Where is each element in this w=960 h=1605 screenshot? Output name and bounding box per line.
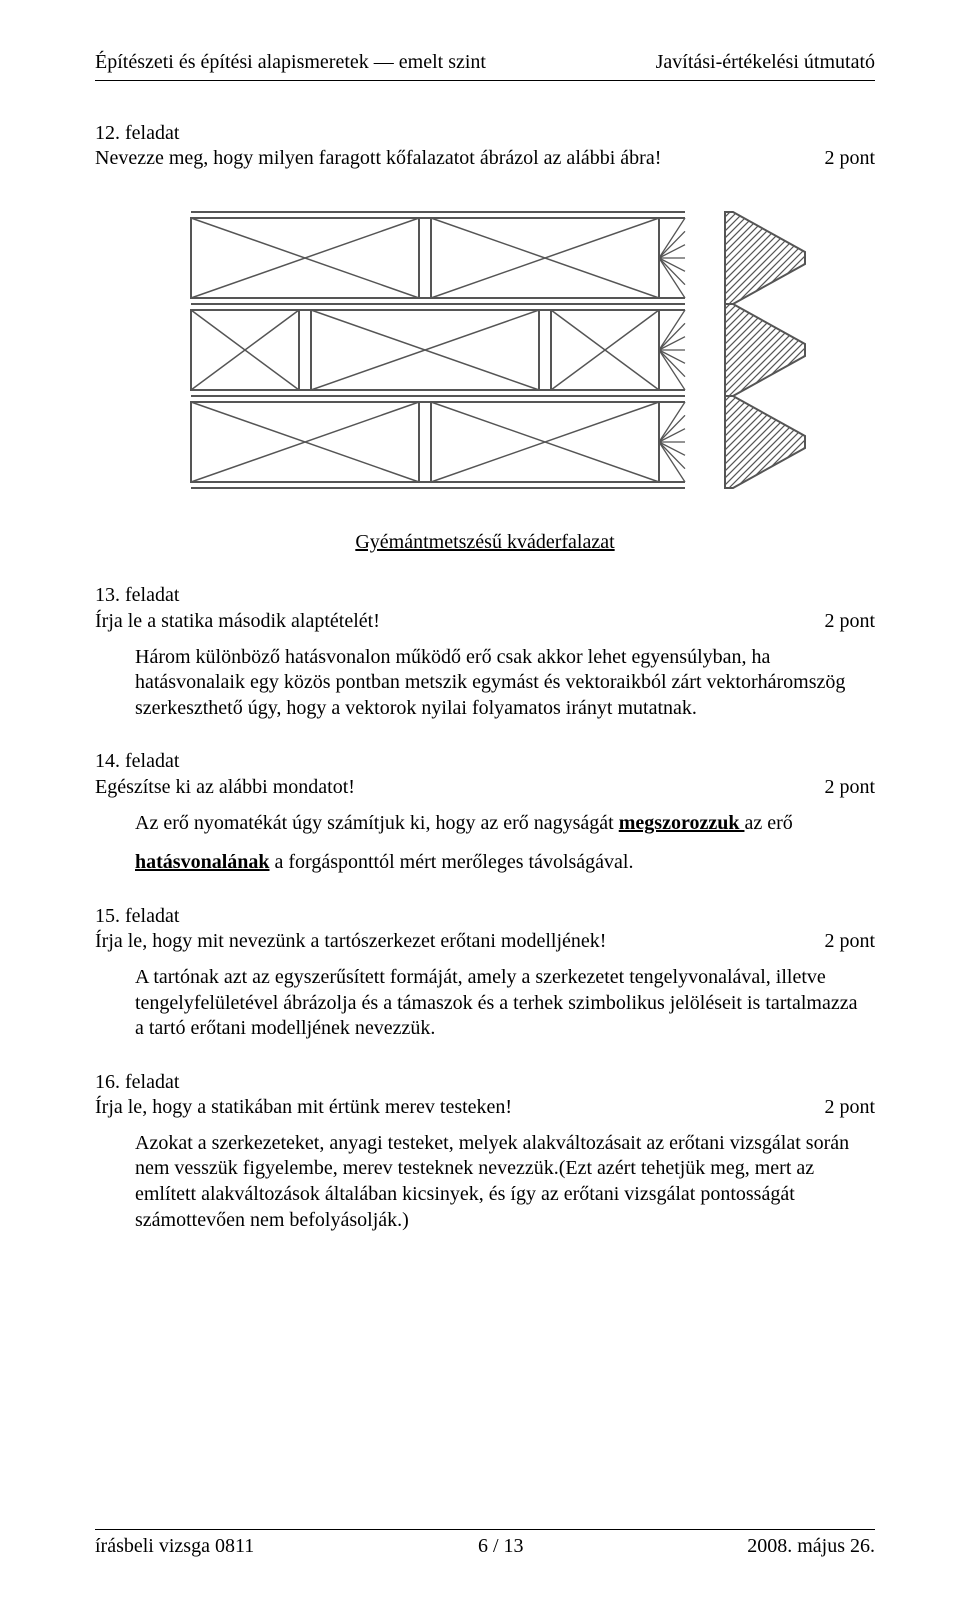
task-14-label: 14. feladat [95,749,875,775]
task-13-answer: Három különböző hatásvonalon működő erő … [95,645,875,722]
task-14-answer-bold2: hatásvonalának [135,851,270,873]
task-12-question: Nevezze meg, hogy milyen faragott kőfala… [95,146,824,172]
task-15-points: 2 pont [824,929,875,955]
page: Építészeti és építési alapismeretek — em… [0,0,960,1605]
task-12-label: 12. feladat [95,121,875,147]
task-15-label: 15. feladat [95,904,875,930]
task-15-question: Írja le, hogy mit nevezünk a tartószerke… [95,929,824,955]
task-13-question: Írja le a statika második alaptételét! [95,609,824,635]
task-13-label: 13. feladat [95,583,875,609]
task-16-points: 2 pont [824,1095,875,1121]
footer-right: 2008. május 26. [747,1534,875,1560]
task-14-answer-mid: az erő [744,812,792,834]
header-right: Javítási-értékelési útmutató [656,50,875,76]
task-12-answer: Gyémántmetszésű kváderfalazat [95,530,875,556]
header-left: Építészeti és építési alapismeretek — em… [95,50,486,76]
page-header: Építészeti és építési alapismeretek — em… [95,50,875,81]
task-16-label: 16. feladat [95,1070,875,1096]
task-12-points: 2 pont [824,146,875,172]
task-14-answer-pre: Az erő nyomatékát úgy számítjuk ki, hogy… [135,812,619,834]
footer-left: írásbeli vizsga 0811 [95,1534,254,1560]
stone-wall-diagram [155,190,815,500]
task-16: 16. feladat Írja le, hogy a statikában m… [95,1070,875,1234]
task-14-points: 2 pont [824,775,875,801]
task-16-question: Írja le, hogy a statikában mit értünk me… [95,1095,824,1121]
task-13-points: 2 pont [824,609,875,635]
task-14-answer: Az erő nyomatékát úgy számítjuk ki, hogy… [95,811,875,876]
task-16-answer: Azokat a szerkezeteket, anyagi testeket,… [95,1131,875,1233]
task-12-answer-text: Gyémántmetszésű kváderfalazat [355,531,614,553]
task-14-answer-bold1: megszorozzuk [619,812,745,834]
task-12-diagram-wrap [95,190,875,500]
task-14: 14. feladat Egészítse ki az alábbi monda… [95,749,875,875]
task-14-answer-post: a forgásponttól mért merőleges távolságá… [270,851,634,873]
task-13: 13. feladat Írja le a statika második al… [95,583,875,721]
page-footer: írásbeli vizsga 0811 6 / 13 2008. május … [95,1529,875,1560]
task-12: 12. feladat Nevezze meg, hogy milyen far… [95,121,875,556]
task-15-answer: A tartónak azt az egyszerűsített formájá… [95,965,875,1042]
task-14-question: Egészítse ki az alábbi mondatot! [95,775,824,801]
footer-center: 6 / 13 [478,1534,524,1560]
task-15: 15. feladat Írja le, hogy mit nevezünk a… [95,904,875,1042]
